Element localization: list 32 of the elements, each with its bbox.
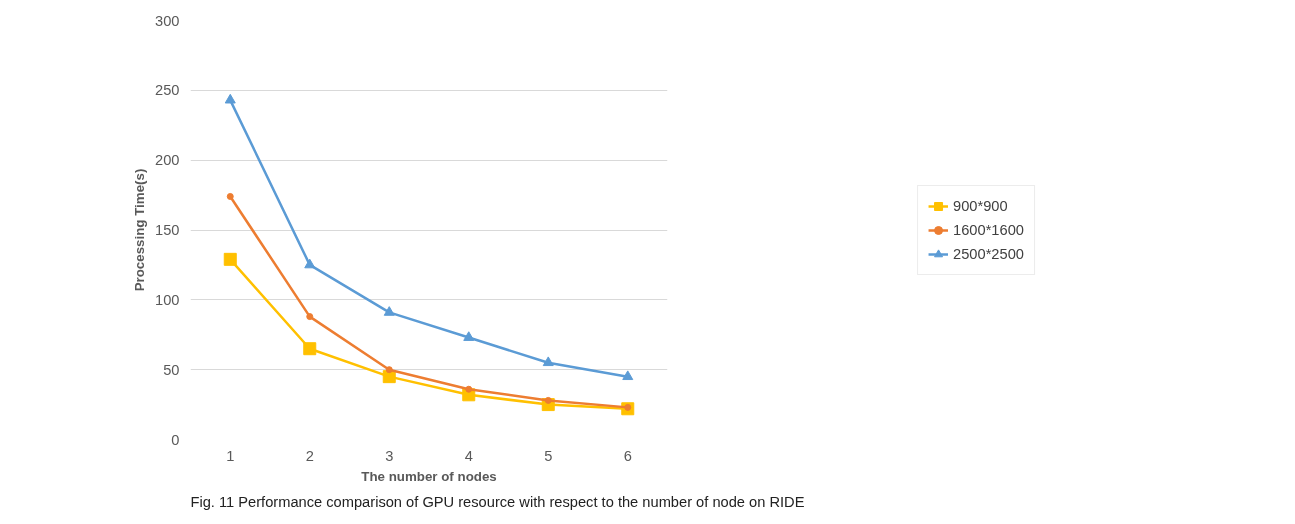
y-axis-title: Processing Time(s) — [132, 168, 148, 292]
x-axis-title: The number of nodes — [361, 468, 497, 484]
y-tick-label: 300 — [155, 12, 180, 29]
legend-label: 2500*2500 — [953, 245, 1024, 262]
point — [544, 396, 552, 404]
point — [306, 313, 314, 321]
x-tick-label: 6 — [623, 447, 632, 464]
caption: Fig. 11 Performance comparison of GPU resource with respect to the number of node on RIDE — [190, 493, 805, 510]
x-tick-label: 2 — [305, 447, 314, 464]
x-tick-label: 5 — [544, 447, 553, 464]
y-tick-label: 50 — [163, 361, 180, 378]
y-tick-label: 200 — [155, 152, 180, 169]
y-tick-label: 250 — [155, 82, 180, 99]
point — [463, 331, 475, 341]
y-tick-label: 100 — [155, 291, 180, 308]
point — [224, 93, 236, 104]
legend-label: 1600*1600 — [953, 221, 1024, 238]
x-tick-label: 3 — [385, 447, 394, 464]
point — [304, 258, 316, 269]
point — [385, 366, 393, 374]
point — [383, 306, 395, 316]
point — [542, 356, 554, 367]
x-tick-label: 4 — [464, 447, 473, 464]
legend-label: 900*900 — [953, 197, 1008, 214]
y-tick-label: 150 — [155, 222, 180, 238]
point — [226, 192, 234, 200]
point — [223, 252, 237, 266]
point — [465, 385, 473, 393]
x-tick-label: 1 — [226, 447, 235, 464]
point — [303, 342, 317, 356]
y-tick-label: 0 — [171, 431, 180, 448]
point — [622, 370, 634, 381]
